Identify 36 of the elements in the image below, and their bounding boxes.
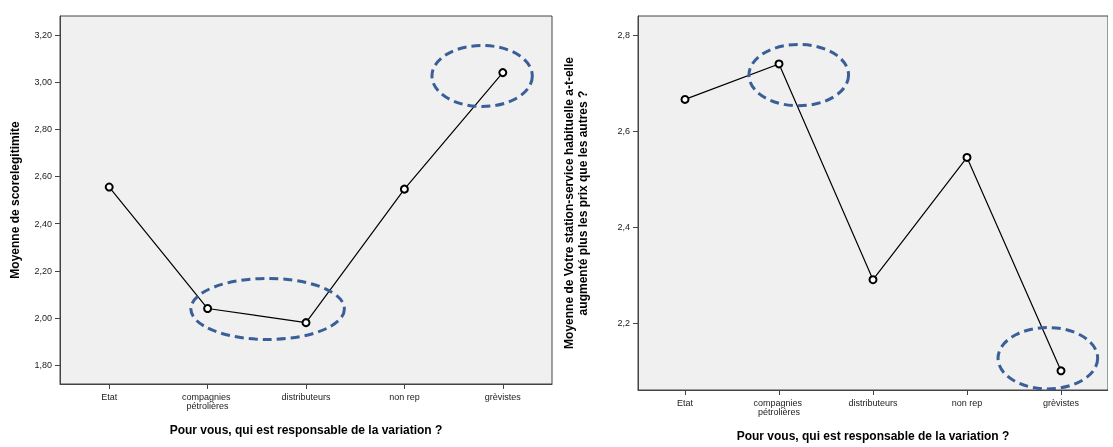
point [203, 304, 213, 314]
y-axis-title: Moyenne de scorelegitimite [8, 120, 22, 279]
x-tick-label: grèvistes [484, 391, 522, 402]
point [104, 182, 114, 192]
y-tick-label: 3,20 [34, 29, 52, 40]
y-tick-label: 2,40 [34, 218, 52, 229]
point [301, 318, 311, 328]
y-tick-label: 2,20 [34, 265, 52, 276]
y-tick-label: 3,00 [34, 77, 52, 88]
x-tick-label: distributeurs [281, 391, 332, 402]
point [868, 275, 878, 285]
x-tick-label: compagnies pétrolières [753, 397, 805, 417]
point [774, 59, 784, 69]
x-tick-label: Etat [101, 391, 118, 402]
y-tick-label: 2,00 [34, 312, 52, 323]
x-axis-title: Pour vous, qui est responsable de la variation ? [169, 423, 443, 437]
y-tick-label: 2,2 [617, 317, 630, 328]
x-tick-label: Etat [676, 397, 694, 408]
point [399, 184, 409, 194]
x-tick-label: non rep [389, 391, 420, 402]
y-tick-label: 2,80 [34, 124, 52, 135]
point [680, 94, 690, 104]
y-tick-label: 2,6 [617, 126, 630, 137]
x-tick-label: distributeurs [848, 397, 899, 408]
point [962, 152, 972, 162]
x-axis-title: Pour vous, qui est responsable de la variation ? [736, 429, 1010, 443]
y-axis-title: Moyenne de Votre station-service habituelle a-t-elle augmenté plus les prix que les autres ? [562, 56, 590, 349]
y-tick-label: 2,4 [617, 221, 630, 232]
x-tick-label: compagnies pétrolières [182, 391, 234, 411]
y-tick-label: 2,8 [617, 30, 630, 41]
x-tick-label: grèvistes [1042, 397, 1080, 408]
point [1056, 366, 1066, 376]
x-tick-label: non rep [951, 397, 983, 408]
y-tick-label: 2,60 [34, 171, 52, 182]
y-tick-label: 1,80 [34, 360, 52, 371]
point [498, 68, 508, 78]
